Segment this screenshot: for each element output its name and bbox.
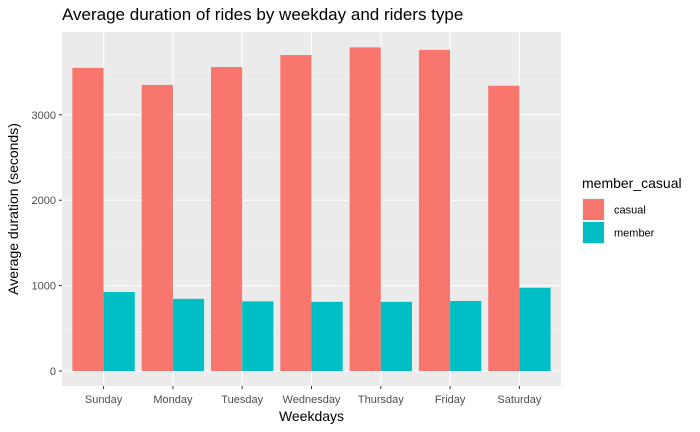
x-tick-label: Monday [153,394,193,406]
bar-casual-monday [141,84,173,371]
y-tick-label: 3000 [32,110,56,122]
y-tick-label: 2000 [32,195,56,207]
bar-member-thursday [380,301,412,371]
bar-casual-friday [418,49,451,371]
bar-casual-tuesday [211,67,243,372]
legend-swatch-casual [583,199,604,220]
legend-items: casual member [582,198,655,244]
bar-member-friday [450,300,482,371]
legend: member_casual casual member [582,175,682,244]
x-tick-label: Wednesday [283,394,341,406]
legend-label-member: member [614,228,655,240]
bar-casual-sunday [72,67,104,371]
x-axis-ticks: Sunday Monday Tuesday Wednesday Thursday Frid… [85,386,542,406]
bar-member-monday [172,298,205,371]
bar-casual-saturday [488,85,520,372]
bar-member-saturday [519,287,551,371]
bar-member-tuesday [242,301,274,371]
y-axis-title: Average duration (seconds) [5,123,21,295]
bars [72,47,551,372]
x-tick-label: Tuesday [221,394,263,406]
chart-title: Average duration of rides by weekday and… [62,5,463,24]
y-tick-label: 0 [50,366,56,378]
x-axis-title: Weekdays [279,408,344,424]
legend-title: member_casual [582,175,682,191]
y-tick-label: 1000 [32,281,56,293]
x-tick-label: Friday [435,394,466,406]
bar-casual-wednesday [280,55,312,371]
legend-swatch-member [583,222,604,243]
x-tick-label: Sunday [85,394,123,406]
bar-casual-thursday [349,47,381,372]
legend-label-casual: casual [614,205,646,217]
bar-member-sunday [103,292,135,371]
x-tick-label: Saturday [497,394,542,406]
y-axis-ticks: 0 1000 2000 3000 [32,110,62,378]
bar-member-wednesday [311,301,343,371]
x-tick-label: Thursday [358,394,404,406]
